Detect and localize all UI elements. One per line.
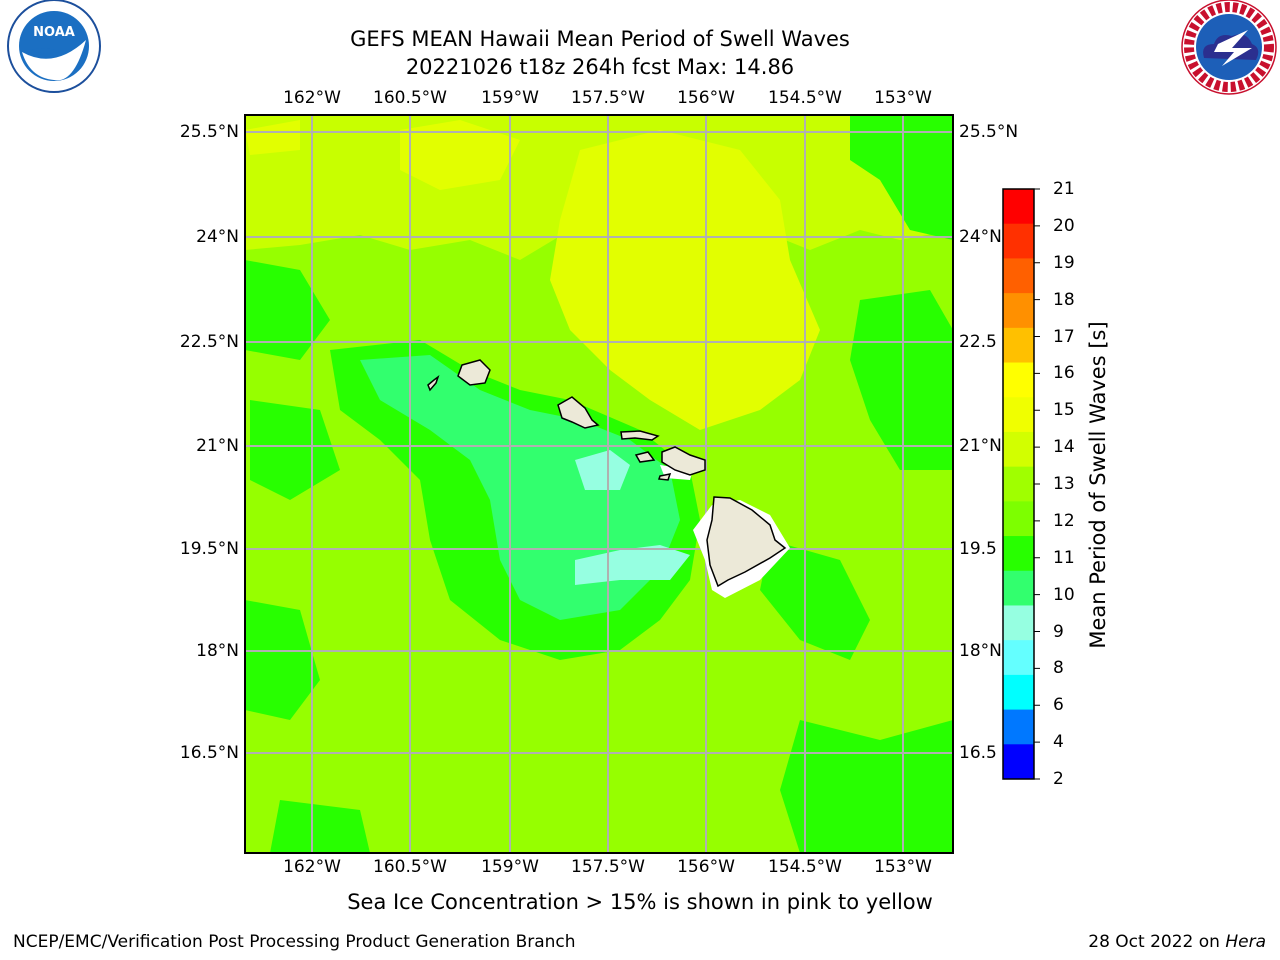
colorbar-segment xyxy=(1003,501,1034,537)
footer-credit: NCEP/EMC/Verification Post Processing Pr… xyxy=(13,932,576,952)
island-kahoolawe xyxy=(657,473,672,481)
lon-label-top: 162°W xyxy=(283,88,341,108)
lon-label-bottom: 156°W xyxy=(677,857,735,877)
colorbar-tick-label: 18 xyxy=(1053,289,1075,310)
colorbar-tick-label: 9 xyxy=(1053,621,1064,642)
nws-logo xyxy=(1181,0,1277,95)
title-line-2: 20221026 t18z 264h fcst Max: 14.86 xyxy=(405,55,795,79)
lat-label-right: 25.5°N xyxy=(959,122,1019,142)
colorbar-tick-label: 2 xyxy=(1053,769,1064,789)
colorbar-segment xyxy=(1003,744,1034,780)
colorbar-segment xyxy=(1003,293,1034,329)
lon-label-top: 154.5°W xyxy=(768,88,842,108)
lat-label-right: 24°N xyxy=(959,227,1002,247)
hawaii-islands xyxy=(427,359,790,598)
lat-label-left: 16.5°N xyxy=(179,743,239,763)
map-frame xyxy=(244,114,954,854)
colorbar-segment xyxy=(1003,570,1034,606)
svg-text:NOAA: NOAA xyxy=(33,25,75,40)
swell-period-field xyxy=(245,115,953,853)
noaa-logo: NOAA xyxy=(7,0,101,93)
colorbar-segment xyxy=(1003,640,1034,676)
island-hawaii xyxy=(706,496,787,588)
lon-label-bottom: 160.5°W xyxy=(373,857,447,877)
island-kauai xyxy=(457,359,491,386)
lon-label-bottom: 154.5°W xyxy=(768,857,842,877)
colorbar-tick-label: 15 xyxy=(1053,400,1075,421)
colorbar-tick-label: 19 xyxy=(1053,252,1075,273)
colorbar-segment xyxy=(1003,536,1034,572)
island-molokai xyxy=(620,430,660,441)
colorbar-segment xyxy=(1003,362,1034,398)
lon-label-bottom: 162°W xyxy=(283,857,341,877)
colorbar-segment xyxy=(1003,674,1034,711)
colorbar-tick-label: 20 xyxy=(1053,215,1075,236)
colorbar-segment xyxy=(1003,223,1034,259)
footer-date: 28 Oct 2022 on Hera xyxy=(1088,932,1266,952)
colorbar-tick-label: 13 xyxy=(1053,474,1075,494)
lon-label-top: 153°W xyxy=(874,88,932,108)
lon-label-bottom: 153°W xyxy=(874,857,932,877)
colorbar-segment xyxy=(1003,397,1034,433)
colorbar-segment xyxy=(1003,431,1034,468)
title-line-1: GEFS MEAN Hawaii Mean Period of Swell Wa… xyxy=(350,27,850,51)
colorbar-segment xyxy=(1003,327,1034,364)
lat-label-left: 21°N xyxy=(196,436,239,456)
colorbar-tick-label: 8 xyxy=(1053,658,1064,679)
island-lanai xyxy=(634,451,656,463)
island-oahu xyxy=(557,396,600,429)
colorbar xyxy=(1002,188,1040,780)
lat-label-left: 22.5°N xyxy=(179,332,239,352)
lon-label-top: 157.5°W xyxy=(571,88,645,108)
lat-label-left: 24°N xyxy=(196,227,239,247)
lon-label-bottom: 157.5°W xyxy=(571,857,645,877)
lat-label-left: 18°N xyxy=(196,641,239,661)
colorbar-segment xyxy=(1003,466,1034,502)
colorbar-segment xyxy=(1003,258,1034,294)
colorbar-label: Mean Period of Swell Waves [s] xyxy=(1086,321,1110,649)
lon-label-top: 160.5°W xyxy=(373,88,447,108)
colorbar-tick-label: 17 xyxy=(1053,326,1075,347)
colorbar-tick-label: 11 xyxy=(1053,547,1075,568)
colorbar-tick-label: 14 xyxy=(1053,437,1075,458)
colorbar-tick-label: 16 xyxy=(1053,363,1075,384)
lon-label-bottom: 159°W xyxy=(481,857,539,877)
island-niihau xyxy=(427,374,440,392)
map-grid xyxy=(245,115,953,853)
lat-label-right: 18°N xyxy=(959,641,1002,661)
lon-label-top: 159°W xyxy=(481,88,539,108)
colorbar-tick-label: 4 xyxy=(1053,732,1064,753)
colorbar-tick-label: 6 xyxy=(1053,695,1064,716)
colorbar-tick-label: 12 xyxy=(1053,510,1075,531)
footer-machine: Hera xyxy=(1225,932,1266,952)
lat-label-right: 22.5 xyxy=(959,332,997,352)
lat-label-left: 25.5°N xyxy=(179,122,239,142)
lat-label-right: 19.5 xyxy=(959,539,997,559)
lon-label-top: 156°W xyxy=(677,88,735,108)
lat-label-right: 16.5 xyxy=(959,743,997,763)
lat-label-left: 19.5°N xyxy=(179,539,239,559)
colorbar-segment xyxy=(1003,605,1034,641)
colorbar-tick-label: 21 xyxy=(1053,179,1075,199)
lat-label-right: 21°N xyxy=(959,436,1002,456)
sea-ice-note: Sea Ice Concentration > 15% is shown in … xyxy=(347,890,933,914)
footer-date-text: 28 Oct 2022 on xyxy=(1088,932,1226,952)
colorbar-tick-label: 10 xyxy=(1053,584,1075,605)
island-maui xyxy=(661,446,706,476)
colorbar-segment xyxy=(1003,189,1034,225)
colorbar-segment xyxy=(1003,709,1034,745)
